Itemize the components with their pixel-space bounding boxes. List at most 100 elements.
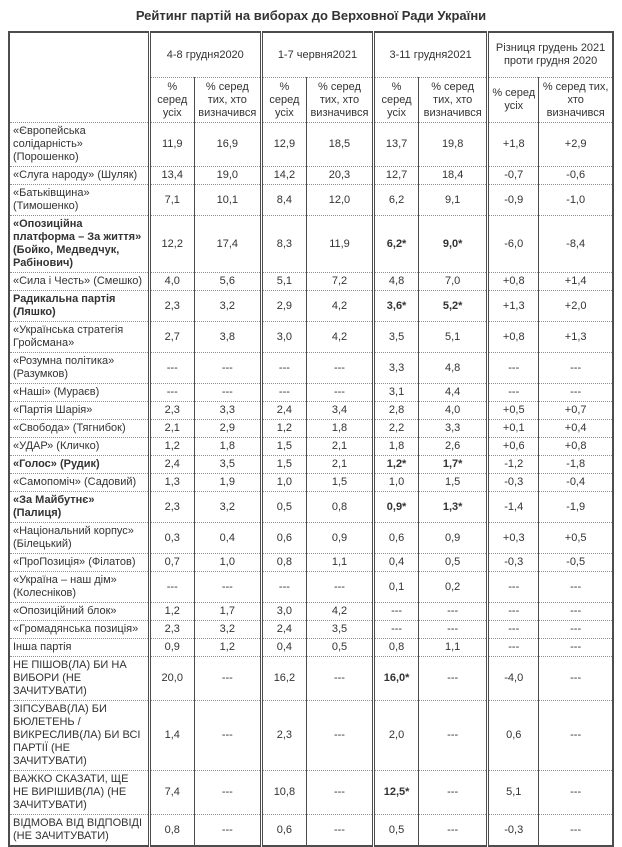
value-cell: 12,0 <box>305 184 375 216</box>
value-cell: 1,0 <box>372 473 420 492</box>
value-cell: +0,4 <box>538 419 614 438</box>
value-cell: 1,1 <box>418 638 489 657</box>
value-cell: 12,7 <box>372 166 420 185</box>
value-cell: --- <box>259 352 307 384</box>
table-row: «Наші» (Мураєв) --- --- --- --- 3,1 4,4 --- --- <box>8 383 614 402</box>
value-cell: +0,3 <box>486 522 540 554</box>
table-row: «Україна – наш дім» (Колесніков) --- --- --… <box>8 571 614 603</box>
value-cell: 1,5 <box>259 455 307 474</box>
value-cell: -1,4 <box>486 491 540 523</box>
party-name-cell: ЗІПСУВАВ(ЛА) БИ БЮЛЕТЕНЬ / ВИКРЕСЛИВ(ЛА)… <box>8 700 150 771</box>
value-cell: 5,1 <box>259 272 307 291</box>
value-cell: 12,9 <box>259 122 307 167</box>
value-cell: 13,7 <box>372 122 420 167</box>
table-body: «Європейська солідарність» (Порошенко) 11… <box>8 122 614 847</box>
value-cell: 3,4 <box>305 401 375 420</box>
sub-column-header: % серед усіх <box>259 77 307 123</box>
value-cell: +0,8 <box>486 272 540 291</box>
value-cell: 20,0 <box>147 656 195 701</box>
party-name-cell: «Опозиційний блок» <box>8 602 150 621</box>
value-cell: 7,2 <box>305 272 375 291</box>
value-cell: --- <box>486 620 540 639</box>
value-cell: 1,3 <box>147 473 195 492</box>
value-cell: +0,7 <box>538 401 614 420</box>
value-cell: 7,4 <box>147 770 195 815</box>
value-cell: 4,0 <box>147 272 195 291</box>
party-name-cell: «ПроПозиція» (Філатов) <box>8 553 150 572</box>
value-cell: 1,2 <box>147 437 195 456</box>
value-cell: 3,6* <box>372 290 420 322</box>
value-cell: +1,3 <box>538 321 614 353</box>
value-cell: --- <box>147 383 195 402</box>
value-cell: --- <box>538 770 614 815</box>
value-cell: 12,2 <box>147 215 195 273</box>
party-name-cell: ВАЖКО СКАЗАТИ, ЩЕ НЕ ВИРІШИВ(ЛА) (НЕ ЗАЧ… <box>8 770 150 815</box>
value-cell: 5,1 <box>418 321 489 353</box>
value-cell: +0,8 <box>486 321 540 353</box>
value-cell: --- <box>193 656 262 701</box>
value-cell: 2,2 <box>372 419 420 438</box>
value-cell: --- <box>372 602 420 621</box>
value-cell: 2,4 <box>259 620 307 639</box>
value-cell: 10,1 <box>193 184 262 216</box>
value-cell: -8,4 <box>538 215 614 273</box>
value-cell: 3,3 <box>372 352 420 384</box>
value-cell: --- <box>193 383 262 402</box>
value-cell: 19,0 <box>193 166 262 185</box>
value-cell: --- <box>538 602 614 621</box>
value-cell: 11,9 <box>147 122 195 167</box>
value-cell: 8,4 <box>259 184 307 216</box>
value-cell: 0,4 <box>259 638 307 657</box>
party-name-cell: «Україна – наш дім» (Колесніков) <box>8 571 150 603</box>
value-cell: --- <box>193 700 262 771</box>
value-cell: 4,8 <box>372 272 420 291</box>
value-cell: 0,6 <box>372 522 420 554</box>
value-cell: 3,5 <box>372 321 420 353</box>
value-cell: --- <box>305 770 375 815</box>
value-cell: -1,8 <box>538 455 614 474</box>
value-cell: 5,1 <box>486 770 540 815</box>
sub-column-header: % серед тих, хто визначився <box>538 77 614 123</box>
value-cell: 3,3 <box>418 419 489 438</box>
value-cell: 1,8 <box>305 419 375 438</box>
value-cell: 1,8 <box>193 437 262 456</box>
value-cell: 16,2 <box>259 656 307 701</box>
sub-column-header: % серед усіх <box>486 77 540 123</box>
table-row: «Сила і Честь» (Смешко) 4,0 5,6 5,1 7,2 4,8 7,… <box>8 272 614 291</box>
value-cell: 6,2 <box>372 184 420 216</box>
value-cell: --- <box>486 571 540 603</box>
sub-column-header: % серед усіх <box>372 77 420 123</box>
value-cell: -1,2 <box>486 455 540 474</box>
value-cell: 5,2* <box>418 290 489 322</box>
party-name-cell: «Громадянська позиція» <box>8 620 150 639</box>
value-cell: -4,0 <box>486 656 540 701</box>
value-cell: 2,3 <box>147 290 195 322</box>
value-cell: --- <box>486 352 540 384</box>
value-cell: 3,2 <box>193 290 262 322</box>
value-cell: 2,3 <box>147 401 195 420</box>
value-cell: --- <box>538 571 614 603</box>
table-row: «УДАР» (Кличко) 1,2 1,8 1,5 2,1 1,8 2,6 +0,6 +0,… <box>8 437 614 456</box>
value-cell: 3,2 <box>193 491 262 523</box>
party-name-cell: Інша партія <box>8 638 150 657</box>
value-cell: 1,8 <box>372 437 420 456</box>
value-cell: 18,5 <box>305 122 375 167</box>
value-cell: 1,0 <box>259 473 307 492</box>
value-cell: 3,1 <box>372 383 420 402</box>
sub-column-header: % серед тих, хто визначився <box>418 77 489 123</box>
value-cell: 19,8 <box>418 122 489 167</box>
value-cell: --- <box>418 770 489 815</box>
value-cell: 2,9 <box>193 419 262 438</box>
value-cell: --- <box>305 700 375 771</box>
column-group-header: 4-8 грудня2020 <box>147 31 262 78</box>
value-cell: 2,3 <box>147 620 195 639</box>
value-cell: 4,0 <box>418 401 489 420</box>
value-cell: --- <box>259 383 307 402</box>
value-cell: 3,0 <box>259 602 307 621</box>
value-cell: 4,2 <box>305 321 375 353</box>
value-cell: --- <box>538 814 614 847</box>
value-cell: --- <box>193 770 262 815</box>
party-name-cell: НЕ ПІШОВ(ЛА) БИ НА ВИБОРИ (НЕ ЗАЧИТУВАТИ… <box>8 656 150 701</box>
table-row: «Самопоміч» (Садовий) 1,3 1,9 1,0 1,5 1,0 1,5-… <box>8 473 614 492</box>
